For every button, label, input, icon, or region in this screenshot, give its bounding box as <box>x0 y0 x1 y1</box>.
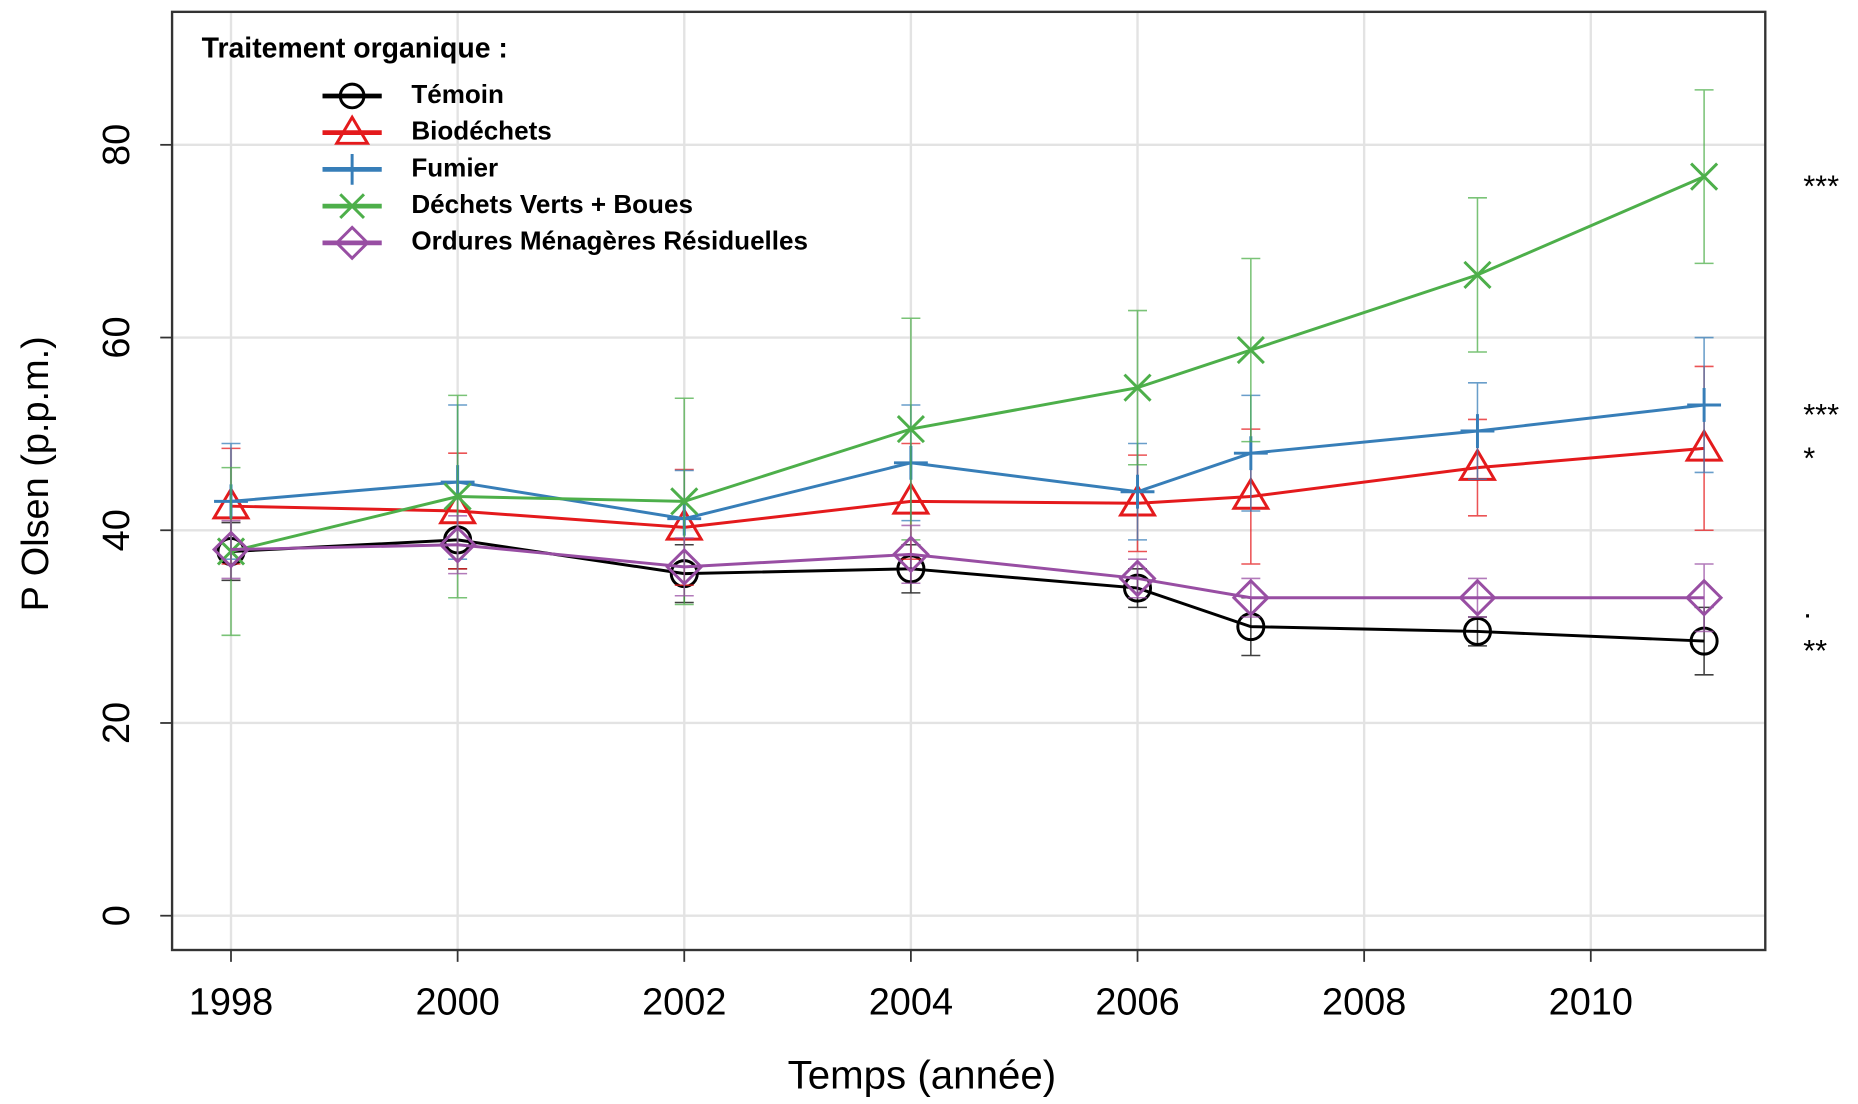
marker <box>1236 335 1265 365</box>
x-axis-title: Temps (année) <box>788 1053 1057 1098</box>
marker <box>438 525 477 564</box>
marker <box>1460 414 1495 448</box>
x-tick-label: 2002 <box>642 982 726 1024</box>
marker <box>334 114 371 145</box>
marker <box>665 547 704 586</box>
series-line <box>230 403 1705 521</box>
x-tick-label: 2000 <box>415 982 499 1024</box>
significance-label: * <box>1803 440 1815 475</box>
legend-label: Biodéchets <box>411 116 551 146</box>
legend-label: Fumier <box>411 152 498 182</box>
legend-label: Ordures Ménagères Résiduelles <box>411 226 808 256</box>
x-tick-label: 2010 <box>1549 982 1633 1024</box>
marker <box>670 487 699 516</box>
series-line <box>230 538 1705 643</box>
significance-label: . <box>1803 590 1812 625</box>
x-tick-label: 2006 <box>1095 982 1179 1024</box>
marker <box>1123 373 1152 402</box>
marker <box>1231 578 1270 617</box>
x-tick-label: 2008 <box>1322 982 1406 1024</box>
marker <box>443 482 472 511</box>
marker <box>891 535 930 574</box>
marker <box>1462 616 1492 646</box>
marker <box>1463 260 1492 289</box>
y-axis-title: P Olsen (p.p.m.) <box>15 336 57 611</box>
marker <box>339 193 366 220</box>
legend-label: Déchets Verts + Boues <box>411 189 693 219</box>
marker <box>336 153 368 185</box>
marker <box>1685 578 1724 617</box>
y-tick-label: 60 <box>96 316 138 358</box>
significance-label: ** <box>1803 633 1827 668</box>
marker <box>334 225 370 261</box>
series-line <box>230 543 1705 600</box>
legend-label: Témoin <box>411 79 504 109</box>
legend: Traitement organique : Témoin Biodéchets Fu… <box>202 32 808 261</box>
significance-label: *** <box>1803 397 1839 432</box>
marker <box>338 82 366 110</box>
x-tick-label: 2004 <box>869 982 953 1024</box>
marker <box>1120 474 1155 509</box>
x-tick-label: 1998 <box>189 982 273 1024</box>
y-tick-label: 80 <box>96 124 138 166</box>
y-tick-label: 0 <box>96 905 138 926</box>
significance-label: *** <box>1803 169 1839 204</box>
y-tick-label: 20 <box>96 702 138 744</box>
marker <box>1458 578 1497 617</box>
y-tick-label: 40 <box>96 509 138 551</box>
marker <box>1687 388 1722 422</box>
plot-frame <box>170 10 1767 952</box>
legend-title: Traitement organique : <box>202 32 508 64</box>
series-line <box>230 446 1705 529</box>
marker <box>211 530 251 569</box>
series-line <box>230 175 1705 553</box>
marker <box>1118 559 1157 598</box>
marker <box>896 415 925 444</box>
marker <box>1690 162 1719 191</box>
